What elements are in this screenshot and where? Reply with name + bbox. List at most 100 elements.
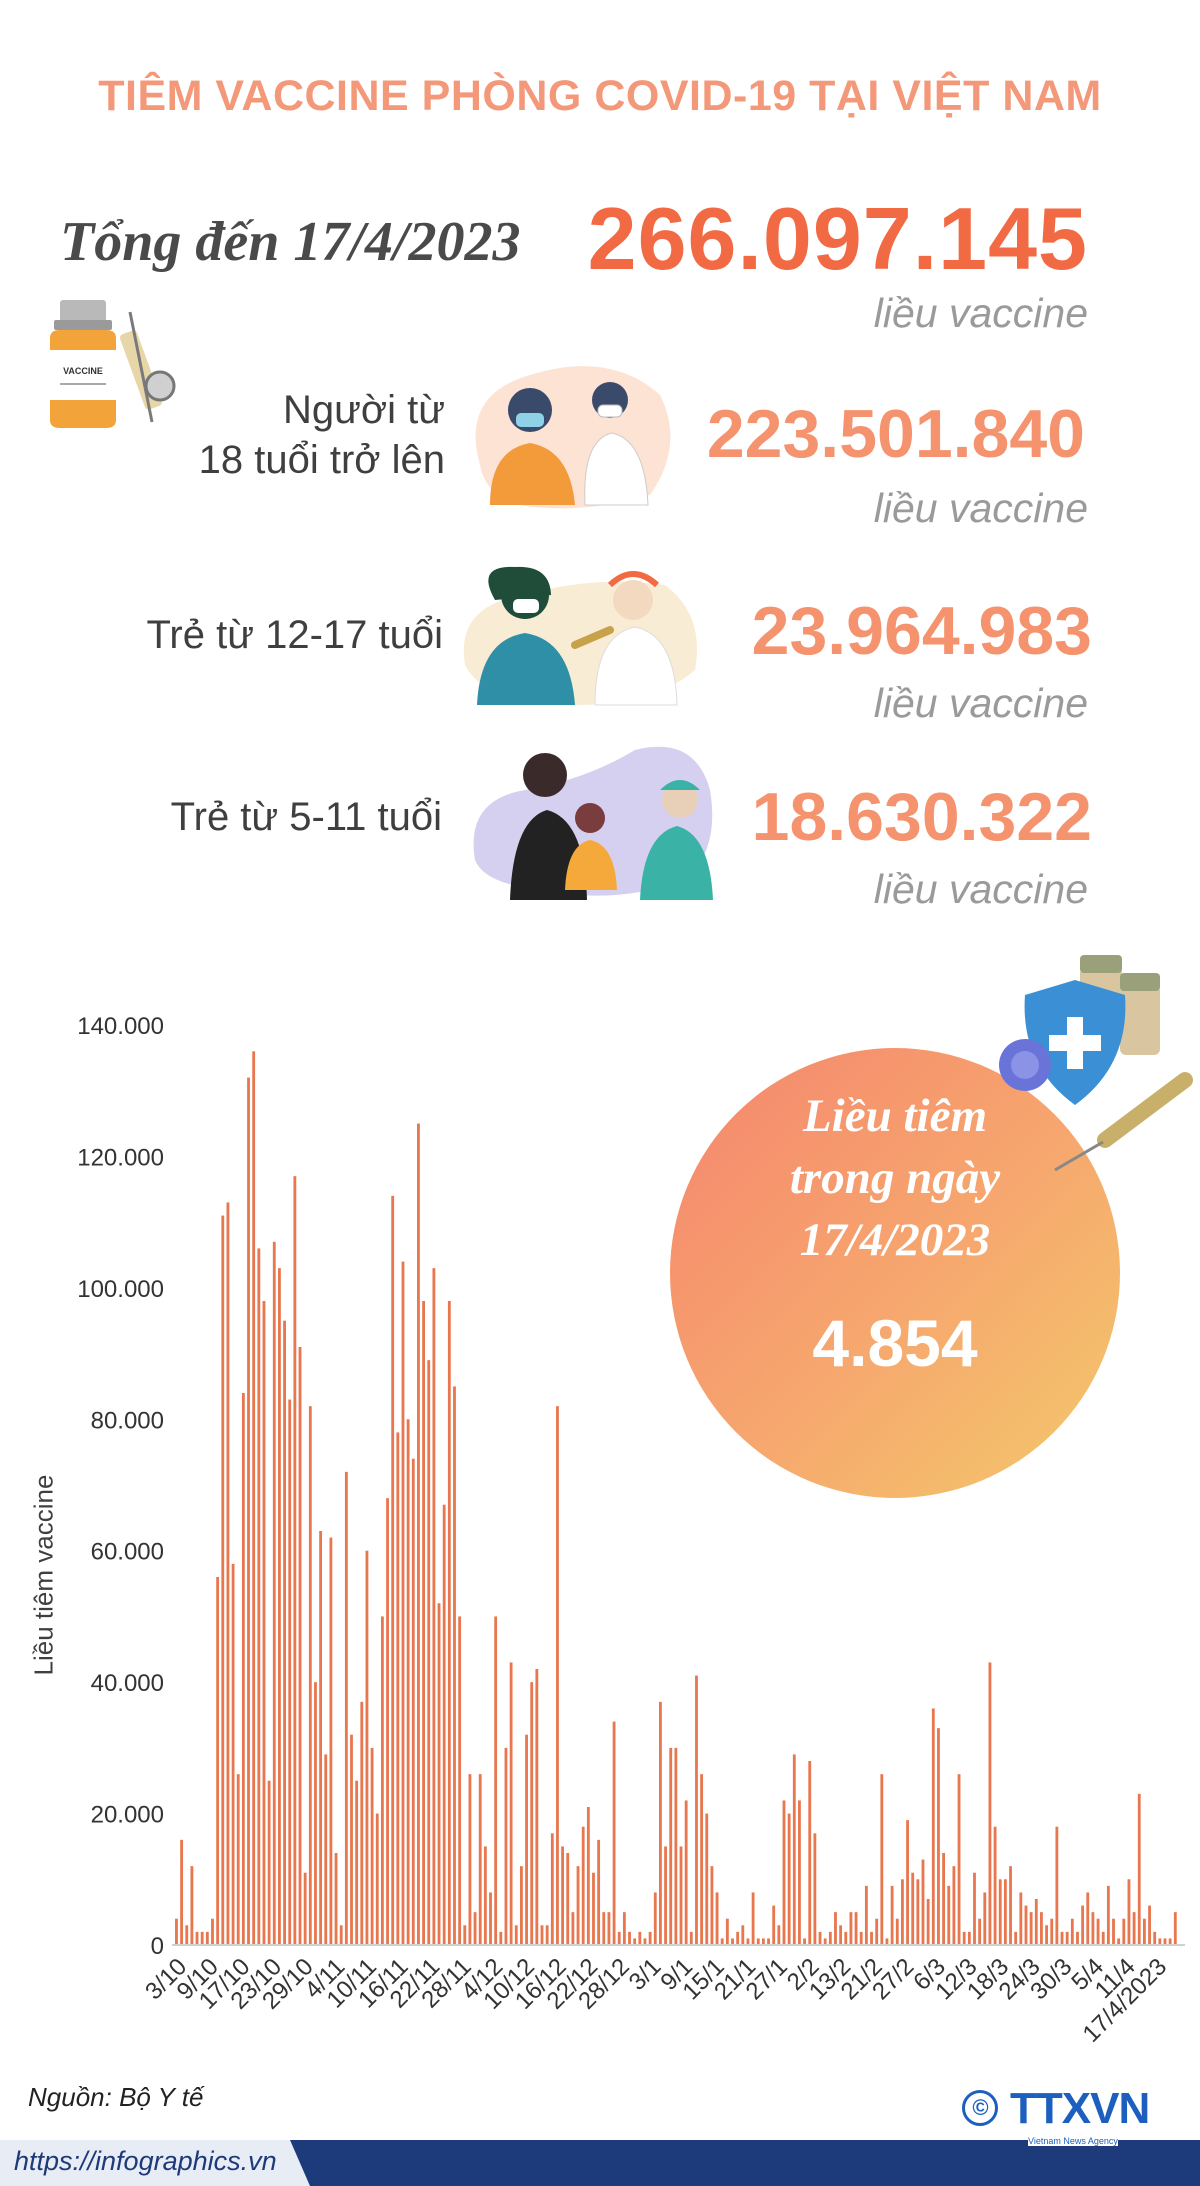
bar <box>1153 1931 1157 1945</box>
bar <box>308 1406 312 1945</box>
bar <box>633 1938 637 1945</box>
bar <box>288 1399 292 1945</box>
bar <box>1009 1866 1012 1945</box>
bar <box>993 1826 997 1945</box>
bar <box>417 1123 420 1945</box>
bar <box>241 1393 245 1945</box>
bar <box>1137 1793 1141 1945</box>
bar <box>1060 1931 1064 1945</box>
bar <box>643 1938 647 1945</box>
bar <box>525 1734 528 1945</box>
vaccine-vial-icon: VACCINE <box>50 300 176 428</box>
bar <box>195 1931 199 1945</box>
bar <box>659 1701 662 1945</box>
highlight-label-line: trong ngày <box>789 1152 1001 1204</box>
bar <box>365 1550 369 1945</box>
bar <box>221 1215 225 1945</box>
bar <box>622 1912 626 1945</box>
bar <box>782 1800 786 1945</box>
highlight-label-line: 17/4/2023 <box>799 1214 991 1266</box>
bar <box>556 1406 559 1945</box>
bar <box>514 1925 518 1945</box>
bar <box>1065 1931 1069 1945</box>
vaccination-adult-illustration <box>475 366 671 509</box>
bar <box>226 1202 230 1945</box>
bar <box>674 1747 678 1945</box>
group-adult-label: Người từ 18 tuổi trở lên <box>199 385 445 485</box>
y-tick-label: 20.000 <box>91 1802 164 1829</box>
bar <box>386 1498 389 1945</box>
bar <box>1014 1931 1018 1945</box>
bar <box>1168 1938 1172 1945</box>
bar <box>710 1866 714 1945</box>
bar <box>571 1912 575 1945</box>
bar <box>885 1938 889 1945</box>
y-tick-label: 40.000 <box>91 1670 164 1697</box>
bar <box>180 1839 184 1945</box>
bar <box>1122 1918 1126 1945</box>
vaccination-child-illustration <box>473 746 713 900</box>
bar <box>916 1879 920 1945</box>
bar <box>772 1905 776 1945</box>
bar <box>190 1866 194 1945</box>
bar <box>478 1774 482 1945</box>
bar <box>870 1931 873 1945</box>
bar <box>597 1839 601 1945</box>
bar <box>427 1360 431 1945</box>
bar <box>1050 1918 1054 1945</box>
bar <box>406 1419 410 1945</box>
bar <box>1117 1938 1121 1945</box>
bar <box>648 1931 652 1945</box>
bar <box>952 1866 956 1945</box>
bar <box>489 1892 492 1945</box>
bar <box>324 1754 328 1945</box>
bar <box>695 1675 698 1945</box>
bar <box>792 1754 796 1945</box>
bar <box>664 1846 667 1945</box>
bar <box>756 1938 760 1945</box>
highlight-label: Liều tiêm trong ngày 17/4/2023 <box>670 1085 1120 1271</box>
ttxvn-logo[interactable]: © TTXVN <box>962 2084 1150 2134</box>
bar <box>494 1616 498 1945</box>
bar <box>278 1268 281 1945</box>
bar <box>463 1925 467 1945</box>
bar <box>509 1662 513 1945</box>
bar <box>720 1938 724 1945</box>
bar <box>875 1918 879 1945</box>
bar <box>1163 1938 1167 1945</box>
bar <box>1096 1918 1100 1945</box>
group-teen-label: Trẻ từ 12-17 tuổi <box>146 610 443 660</box>
daily-doses-bar-chart: 3/109/1017/1023/1029/104/1110/1116/1122/… <box>77 1013 1185 2048</box>
bar <box>272 1241 276 1945</box>
bar <box>803 1938 806 1945</box>
group-child-value: 18.630.322 <box>751 779 1092 855</box>
bar <box>535 1669 539 1945</box>
bar <box>581 1826 585 1945</box>
bar <box>679 1846 683 1945</box>
group-teen-label-line: Trẻ từ 12-17 tuổi <box>146 613 443 657</box>
bar <box>787 1813 791 1945</box>
bar <box>700 1774 704 1945</box>
footer-url-link[interactable]: https://infographics.vn <box>14 2146 277 2176</box>
bar <box>746 1938 750 1945</box>
bar <box>628 1931 631 1945</box>
bar <box>1003 1879 1007 1945</box>
bar <box>566 1853 570 1945</box>
bar <box>561 1846 565 1945</box>
bar <box>468 1774 472 1945</box>
bar <box>983 1892 987 1945</box>
bar <box>1045 1925 1048 1945</box>
group-child-label: Trẻ từ 5-11 tuổi <box>171 792 442 842</box>
total-unit: liều vaccine <box>873 290 1088 336</box>
bar <box>684 1800 688 1945</box>
bar <box>973 1872 976 1945</box>
bar <box>828 1931 832 1945</box>
bar <box>252 1051 256 1945</box>
source-note: Nguồn: Bộ Y tế <box>28 2082 204 2112</box>
bar <box>216 1577 220 1945</box>
bar <box>314 1682 317 1945</box>
bar <box>293 1176 297 1945</box>
bar <box>303 1872 307 1945</box>
logo-name: TTXVN <box>1010 2084 1150 2133</box>
bar <box>262 1301 266 1945</box>
